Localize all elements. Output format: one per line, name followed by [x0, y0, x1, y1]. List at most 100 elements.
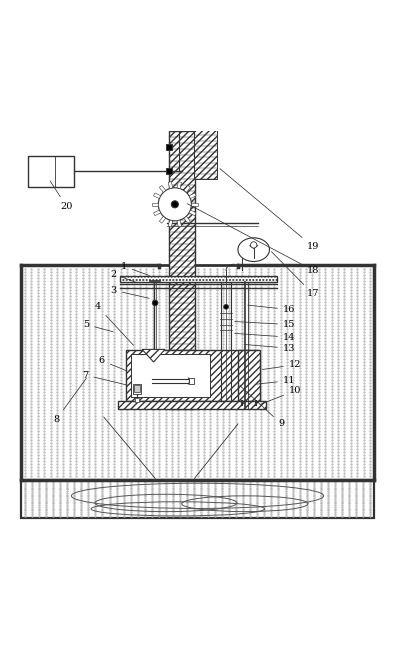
Point: [169, 354, 175, 365]
Point: [278, 318, 284, 328]
Point: [354, 405, 360, 416]
Point: [239, 471, 245, 482]
Point: [258, 270, 264, 281]
Point: [226, 447, 233, 457]
Point: [284, 285, 290, 296]
Point: [214, 276, 220, 286]
Point: [148, 500, 155, 510]
Point: [195, 360, 201, 371]
Point: [322, 453, 328, 464]
Point: [28, 297, 35, 307]
Point: [346, 498, 352, 509]
Point: [22, 387, 28, 397]
Point: [214, 345, 220, 355]
Point: [124, 441, 131, 451]
Point: [120, 495, 127, 505]
Point: [175, 306, 181, 317]
Point: [169, 402, 175, 413]
Point: [207, 462, 214, 472]
Point: [150, 444, 156, 455]
Point: [60, 453, 67, 464]
Point: [118, 273, 124, 284]
Point: [118, 411, 124, 422]
Point: [98, 330, 105, 340]
Point: [297, 444, 303, 455]
Point: [339, 484, 345, 495]
Point: [86, 366, 92, 376]
Point: [105, 387, 111, 397]
Point: [131, 345, 137, 355]
Point: [240, 479, 247, 489]
Point: [131, 384, 137, 395]
Point: [124, 429, 131, 440]
Point: [79, 444, 86, 455]
Point: [131, 333, 137, 344]
Point: [92, 414, 98, 424]
Point: [233, 357, 239, 368]
Point: [50, 491, 56, 501]
Point: [339, 487, 345, 498]
Point: [290, 432, 297, 443]
Point: [214, 405, 220, 416]
Point: [348, 327, 354, 338]
Point: [258, 426, 264, 437]
Point: [271, 366, 278, 376]
Point: [322, 414, 328, 424]
Point: [207, 306, 214, 317]
Point: [303, 444, 309, 455]
Point: [67, 423, 73, 434]
Point: [105, 462, 111, 472]
Point: [220, 354, 226, 365]
Point: [258, 330, 264, 340]
Point: [28, 279, 35, 290]
Point: [297, 333, 303, 344]
Point: [114, 487, 120, 498]
Point: [252, 351, 258, 361]
Point: [220, 387, 226, 397]
Point: [85, 482, 92, 493]
Point: [239, 411, 245, 422]
Point: [188, 273, 194, 284]
Point: [354, 297, 360, 307]
Point: [239, 267, 245, 278]
Point: [175, 363, 181, 374]
Point: [240, 487, 247, 498]
Point: [233, 324, 239, 334]
Point: [78, 482, 85, 493]
Point: [98, 273, 105, 284]
Point: [156, 502, 162, 512]
Point: [322, 342, 328, 353]
Point: [207, 282, 214, 292]
Point: [143, 264, 150, 275]
Point: [64, 480, 70, 491]
Point: [353, 477, 359, 487]
Point: [150, 435, 156, 445]
Point: [195, 306, 201, 317]
Point: [181, 375, 188, 386]
Point: [54, 348, 60, 359]
Point: [85, 479, 92, 489]
Point: [195, 372, 201, 382]
Point: [60, 393, 67, 403]
Point: [137, 420, 143, 430]
Point: [309, 378, 316, 388]
Point: [142, 498, 148, 509]
Point: [201, 402, 207, 413]
Point: [41, 318, 47, 328]
Point: [47, 438, 54, 449]
Point: [143, 411, 150, 422]
Point: [162, 459, 169, 470]
Point: [348, 429, 354, 440]
Point: [316, 396, 322, 407]
Point: [195, 405, 201, 416]
Point: [35, 408, 41, 419]
Point: [143, 378, 150, 388]
Point: [220, 279, 226, 290]
Point: [169, 294, 175, 305]
Point: [348, 336, 354, 347]
Point: [177, 491, 183, 501]
Point: [346, 482, 352, 493]
Point: [150, 423, 156, 434]
Point: [162, 468, 169, 478]
Point: [36, 510, 42, 521]
